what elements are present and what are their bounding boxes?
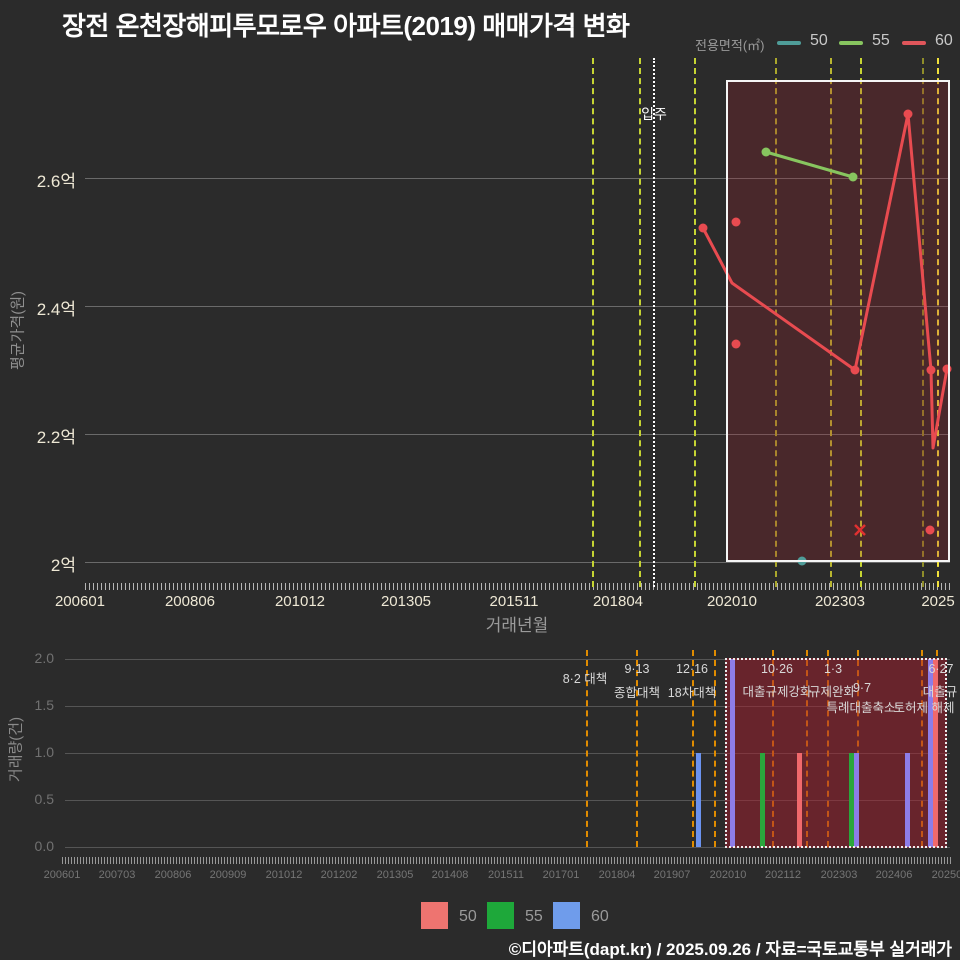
data-point <box>698 223 708 233</box>
volume-gridline <box>65 800 950 801</box>
volume-xtick-label: 201804 <box>598 869 636 881</box>
price-axis-ticks <box>85 583 950 590</box>
move-in-label: 입주 <box>641 106 667 122</box>
price-gridline <box>85 178 950 179</box>
volume-bar <box>696 753 701 847</box>
volume-ytick-label: 0.0 <box>34 838 54 854</box>
volume-xtick-label: 201305 <box>376 869 414 881</box>
volume-bar <box>854 753 859 847</box>
price-xaxis-title: 거래년월 <box>485 616 549 635</box>
policy-annotation: 12·16 <box>676 662 708 676</box>
line-swatch-55 <box>839 41 863 45</box>
line-swatch-60 <box>902 41 926 45</box>
volume-xtick-label: 202303 <box>820 869 858 881</box>
policy-line <box>636 650 638 847</box>
volume-xtick-label: 200703 <box>98 869 136 881</box>
volume-bar <box>797 753 802 847</box>
volume-axis-ticks <box>62 857 953 864</box>
policy-annotation: 토허제 해제 <box>893 701 955 715</box>
price-xtick-label: 200806 <box>164 593 216 610</box>
policy-line <box>694 58 696 587</box>
policy-annotation: 특례대출축소 <box>826 701 896 715</box>
volume-gridline <box>65 847 950 848</box>
volume-bar <box>905 753 910 847</box>
policy-annotation: 9·7 <box>852 681 872 695</box>
volume-bar <box>730 659 735 847</box>
price-xtick-label: 200601 <box>54 593 106 610</box>
volume-xtick-label: 200909 <box>209 869 247 881</box>
volume-gridline <box>65 753 950 754</box>
price-zoom-box[interactable] <box>726 80 950 562</box>
policy-line <box>714 650 716 847</box>
volume-bar <box>849 753 854 847</box>
volume-xtick-label: 202506 <box>931 869 960 881</box>
legend-item-50[interactable]: 50 <box>810 32 828 49</box>
volume-xtick-label: 201701 <box>542 869 580 881</box>
volume-xtick-label: 201202 <box>320 869 358 881</box>
volume-bar <box>928 659 933 847</box>
move-in-line <box>653 58 655 587</box>
policy-annotation: 18차대책 <box>667 686 717 700</box>
volume-xtick-label: 201511 <box>488 869 524 881</box>
bar-swatch-50 <box>421 902 448 929</box>
volume-zoom-box[interactable] <box>725 658 947 848</box>
bar-legend-60[interactable]: 60 <box>591 908 609 925</box>
volume-xtick-label: 202010 <box>709 869 747 881</box>
volume-gridline <box>65 659 950 660</box>
price-gridline <box>85 562 950 563</box>
price-ytick-label: 2.6억 <box>36 172 76 191</box>
volume-xtick-label: 201907 <box>653 869 691 881</box>
volume-gridline <box>65 706 950 707</box>
bar-legend-50[interactable]: 50 <box>459 908 477 925</box>
price-ytick-label: 2.4억 <box>36 300 76 319</box>
price-ytick-label: 2.2억 <box>36 428 76 447</box>
policy-annotation: 6·27 <box>928 662 954 676</box>
policy-annotation: 10·26 <box>761 662 793 676</box>
policy-line <box>586 650 588 847</box>
volume-xtick-label: 201408 <box>431 869 469 881</box>
volume-ytick-label: 2.0 <box>34 650 54 666</box>
price-xtick-label: 201511 <box>489 593 539 610</box>
page-title: 장전 온천장해피투모로우 아파트(2019) 매매가격 변화 <box>62 11 630 41</box>
policy-line <box>592 58 594 587</box>
price-xtick-label: 2025 <box>921 593 955 610</box>
policy-line <box>692 650 694 847</box>
price-gridline <box>85 434 950 435</box>
line-swatch-50 <box>777 41 801 45</box>
volume-ytick-label: 1.0 <box>34 744 54 760</box>
volume-xtick-label: 202112 <box>765 869 801 881</box>
volume-bar <box>933 659 938 847</box>
legend-item-60[interactable]: 60 <box>935 32 953 49</box>
price-xtick-label: 202303 <box>814 593 866 610</box>
policy-annotation: 종합대책 <box>613 686 660 700</box>
bar-legend-55[interactable]: 55 <box>525 908 543 925</box>
price-gridline <box>85 306 950 307</box>
policy-annotation: 1·3 <box>823 662 843 676</box>
price-yaxis-title: 평균가격(원) <box>9 291 27 370</box>
policy-annotation: 대출규제강화 <box>742 685 812 699</box>
policy-annotation: 대출규 <box>922 685 958 699</box>
price-xtick-label: 201804 <box>592 593 644 610</box>
volume-ytick-label: 1.5 <box>34 697 54 713</box>
volume-bar <box>760 753 765 847</box>
legend-item-55[interactable]: 55 <box>872 32 890 49</box>
area-legend-title: 전용면적(㎡) <box>695 38 765 53</box>
volume-xtick-label: 201012 <box>265 869 303 881</box>
bar-swatch-60 <box>553 902 580 929</box>
price-xtick-label: 202010 <box>706 593 758 610</box>
policy-annotation: 9·13 <box>624 662 650 676</box>
volume-ytick-label: 0.5 <box>34 791 54 807</box>
policy-annotation: 규제완화 <box>808 685 855 699</box>
policy-annotation: 8·2 대책 <box>562 672 608 686</box>
volume-xtick-label: 200806 <box>154 869 192 881</box>
price-xtick-label: 201305 <box>380 593 432 610</box>
price-ytick-label: 2억 <box>50 556 76 575</box>
policy-line <box>639 58 641 587</box>
volume-xtick-label: 200601 <box>43 869 81 881</box>
price-xtick-label: 201012 <box>274 593 326 610</box>
bar-swatch-55 <box>487 902 514 929</box>
volume-xtick-label: 202406 <box>875 869 913 881</box>
copyright: ©디아파트(dapt.kr) / 2025.09.26 / 자료=국토교통부 실… <box>508 940 952 959</box>
